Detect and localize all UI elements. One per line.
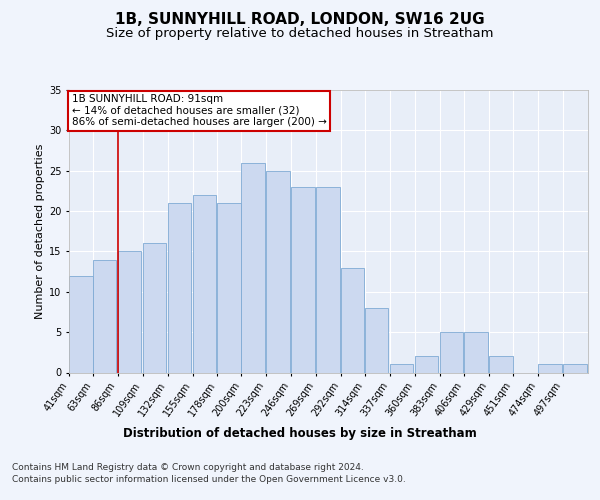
Bar: [93, 260, 116, 372]
Bar: [291, 187, 314, 372]
Bar: [390, 364, 413, 372]
Bar: [118, 252, 141, 372]
Bar: [69, 276, 92, 372]
Text: 1B, SUNNYHILL ROAD, LONDON, SW16 2UG: 1B, SUNNYHILL ROAD, LONDON, SW16 2UG: [115, 12, 485, 28]
Bar: [538, 364, 562, 372]
Text: Distribution of detached houses by size in Streatham: Distribution of detached houses by size …: [123, 428, 477, 440]
Bar: [440, 332, 463, 372]
Bar: [217, 203, 241, 372]
Bar: [193, 195, 216, 372]
Text: Contains public sector information licensed under the Open Government Licence v3: Contains public sector information licen…: [12, 475, 406, 484]
Bar: [266, 170, 290, 372]
Bar: [464, 332, 488, 372]
Bar: [490, 356, 513, 372]
Bar: [365, 308, 388, 372]
Y-axis label: Number of detached properties: Number of detached properties: [35, 144, 44, 319]
Bar: [241, 162, 265, 372]
Bar: [143, 244, 166, 372]
Bar: [167, 203, 191, 372]
Text: Contains HM Land Registry data © Crown copyright and database right 2024.: Contains HM Land Registry data © Crown c…: [12, 462, 364, 471]
Bar: [415, 356, 438, 372]
Text: 1B SUNNYHILL ROAD: 91sqm
← 14% of detached houses are smaller (32)
86% of semi-d: 1B SUNNYHILL ROAD: 91sqm ← 14% of detach…: [71, 94, 326, 128]
Text: Size of property relative to detached houses in Streatham: Size of property relative to detached ho…: [106, 28, 494, 40]
Bar: [316, 187, 340, 372]
Bar: [341, 268, 364, 372]
Bar: [563, 364, 587, 372]
